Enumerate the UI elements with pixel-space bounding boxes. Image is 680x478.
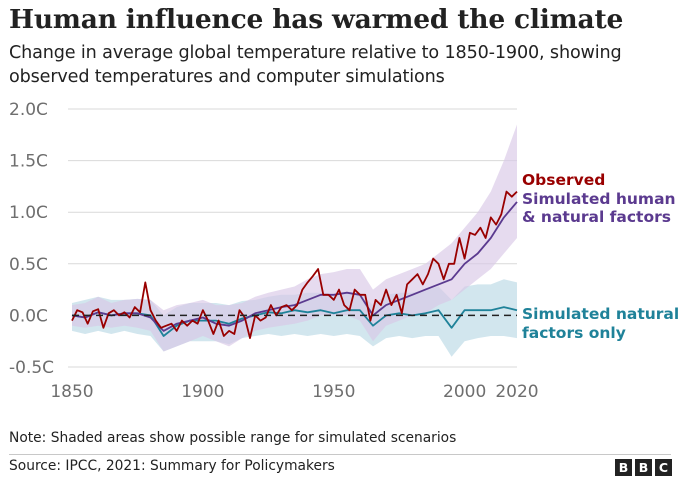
x-tick-label: 1900 <box>181 382 224 402</box>
y-tick-label: -0.5C <box>9 358 54 378</box>
y-tick-label: 1.5C <box>9 152 48 172</box>
y-axis-labels: -0.5C 0.0C 0.5C 1.0C 1.5C 2.0C <box>9 100 54 378</box>
footnote: Note: Shaded areas show possible range f… <box>9 430 457 446</box>
x-tick-label: 1950 <box>312 382 355 402</box>
observed-line <box>71 190 518 339</box>
y-tick-label: 0.0C <box>9 306 48 326</box>
source-line: Source: IPCC, 2021: Summary for Policyma… <box>9 458 335 474</box>
x-tick-label: 1850 <box>50 382 93 402</box>
y-tick-label: 2.0C <box>9 100 48 120</box>
gridlines <box>68 108 517 368</box>
uncertainty-bands <box>72 124 517 357</box>
x-tick-label: 2020 <box>495 382 538 402</box>
x-axis-labels: 1850 1900 1950 2000 2020 <box>50 382 538 402</box>
series-annotation: Observed <box>522 171 605 189</box>
chart-title: Human influence has warmed the climate <box>9 4 624 35</box>
series-annotation: Simulated natural <box>522 305 679 323</box>
logo-letter-b1: B <box>615 459 632 476</box>
y-tick-label: 0.5C <box>9 255 48 275</box>
series-annotation: Simulated human <box>522 190 676 208</box>
logo-letter-c: C <box>655 459 672 476</box>
logo-letter-b2: B <box>635 459 652 476</box>
y-tick-label: 1.0C <box>9 203 48 223</box>
x-tick-label: 2000 <box>443 382 486 402</box>
temperature-chart: -0.5C 0.0C 0.5C 1.0C 1.5C 2.0C 1850 1900 1950 20… <box>9 100 679 402</box>
series-annotation: factors only <box>522 324 626 342</box>
footer-divider <box>9 454 671 455</box>
chart-subtitle: Change in average global temperature rel… <box>9 43 622 87</box>
series-annotation: & natural factors <box>522 208 671 226</box>
bbc-logo: B B C <box>615 459 672 476</box>
